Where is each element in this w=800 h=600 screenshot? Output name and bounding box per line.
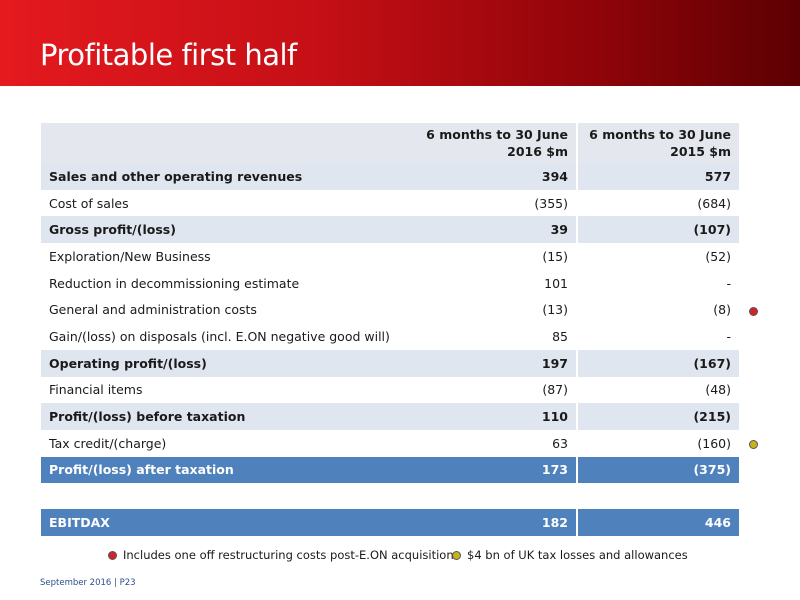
table-row: Gain/(loss) on disposals (incl. E.ON neg… [41, 323, 739, 350]
row-label: Financial items [41, 376, 415, 404]
value-2016: (13) [415, 296, 578, 324]
legend-yellow-text: $4 bn of UK tax losses and allowances [467, 548, 688, 562]
value-2016: 182 [415, 509, 578, 536]
row-label: Gross profit/(loss) [41, 216, 415, 244]
row-label: Profit/(loss) after taxation [41, 456, 415, 484]
value-2015: (52) [577, 243, 739, 270]
red-marker-dot [108, 551, 117, 560]
value-2016: 197 [415, 349, 578, 377]
value-2015: (107) [577, 216, 739, 244]
column-header-2016-line1: 6 months to 30 June [426, 127, 568, 142]
row-label: Tax credit/(charge) [41, 429, 415, 457]
column-header-2015-line1: 6 months to 30 June [589, 127, 731, 142]
legend-item-yellow: $4 bn of UK tax losses and allowances [452, 548, 688, 562]
value-2015: (160) [577, 429, 739, 457]
value-2015: (48) [577, 376, 739, 404]
table-row: Tax credit/(charge) 63 (160) [41, 429, 739, 457]
table-row: Reduction in decommissioning estimate 10… [41, 269, 739, 297]
value-2016: 63 [415, 429, 578, 457]
column-header-2016-line2: 2016 $m [507, 144, 568, 159]
footer: September 2016 | P23 [40, 578, 136, 588]
value-2015: 446 [577, 509, 739, 536]
table-row: Operating profit/(loss) 197 (167) [41, 349, 739, 377]
value-2016: (87) [415, 376, 578, 404]
table-row: Sales and other operating revenues 394 5… [41, 163, 739, 190]
table-row: Gross profit/(loss) 39 (107) [41, 216, 739, 244]
value-2016: 85 [415, 323, 578, 350]
row-label: Gain/(loss) on disposals (incl. E.ON neg… [41, 323, 415, 350]
row-label: Cost of sales [41, 189, 415, 217]
row-label: Exploration/New Business [41, 243, 415, 270]
value-2016: 110 [415, 403, 578, 430]
table-row: Financial items (87) (48) [41, 376, 739, 404]
row-label: General and administration costs [41, 296, 415, 324]
column-header-2016: 6 months to 30 June 2016 $m [415, 123, 578, 163]
table-header-row: 6 months to 30 June 2016 $m 6 months to … [41, 123, 739, 163]
table-row: Profit/(loss) before taxation 110 (215) [41, 403, 739, 430]
table-row: General and administration costs (13) (8… [41, 296, 739, 324]
value-2016: 173 [415, 456, 578, 484]
value-2015: (167) [577, 349, 739, 377]
row-label: EBITDAX [41, 509, 415, 536]
yellow-marker-dot [452, 551, 461, 560]
column-header-2015-line2: 2015 $m [670, 144, 731, 159]
table-row: Profit/(loss) after taxation 173 (375) [41, 456, 739, 484]
red-marker-dot [749, 307, 758, 316]
row-label: Profit/(loss) before taxation [41, 403, 415, 430]
value-2016: (355) [415, 189, 578, 217]
page-title: Profitable first half [40, 38, 297, 72]
value-2015: (684) [577, 189, 739, 217]
legend-red-text: Includes one off restructuring costs pos… [123, 548, 454, 562]
value-2015: (8) [577, 296, 739, 324]
column-header-2015: 6 months to 30 June 2015 $m [577, 123, 739, 163]
ebitdax-row: EBITDAX 182 446 [41, 509, 739, 536]
value-2015: - [577, 323, 739, 350]
value-2015: 577 [577, 163, 739, 190]
value-2016: 39 [415, 216, 578, 244]
yellow-marker-dot [749, 440, 758, 449]
row-label: Sales and other operating revenues [41, 163, 415, 190]
value-2016: 101 [415, 269, 578, 297]
legend: Includes one off restructuring costs pos… [0, 548, 800, 564]
header-label-cell [41, 123, 415, 163]
income-statement-table: 6 months to 30 June 2016 $m 6 months to … [41, 123, 739, 536]
value-2015: (375) [577, 456, 739, 484]
value-2016: 394 [415, 163, 578, 190]
legend-item-red: Includes one off restructuring costs pos… [108, 548, 454, 562]
row-label: Operating profit/(loss) [41, 349, 415, 377]
table-row: Exploration/New Business (15) (52) [41, 243, 739, 270]
title-banner: Profitable first half [0, 0, 800, 86]
value-2015: - [577, 269, 739, 297]
value-2015: (215) [577, 403, 739, 430]
table-row: Cost of sales (355) (684) [41, 189, 739, 217]
row-label: Reduction in decommissioning estimate [41, 269, 415, 297]
value-2016: (15) [415, 243, 578, 270]
table-spacer-row [41, 483, 739, 510]
